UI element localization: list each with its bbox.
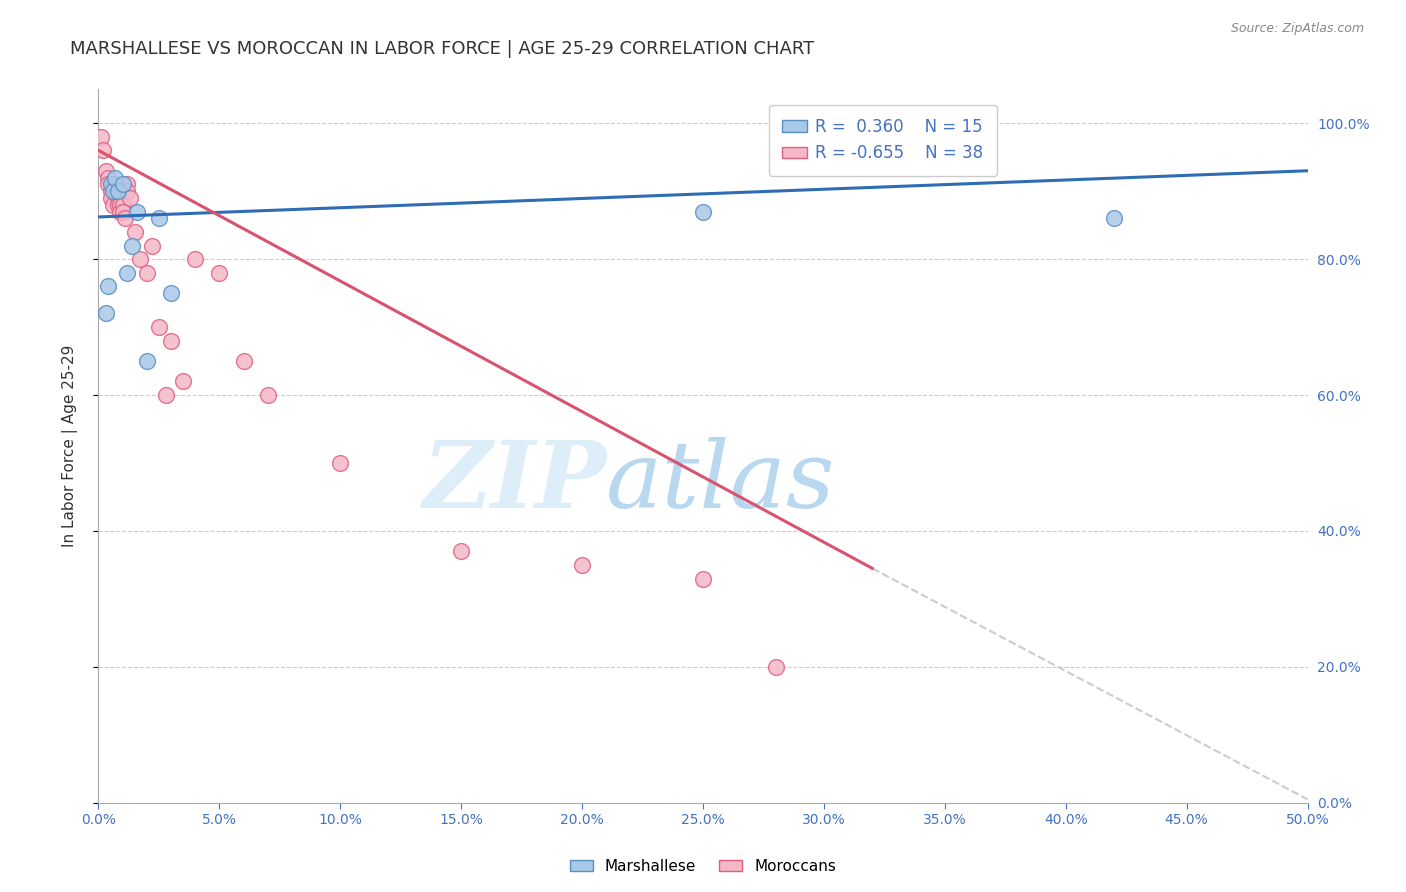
Legend: Marshallese, Moroccans: Marshallese, Moroccans <box>564 853 842 880</box>
Point <box>127 204 149 219</box>
Point <box>108 198 131 212</box>
Point <box>160 334 183 348</box>
Point <box>160 286 183 301</box>
Point <box>107 191 129 205</box>
Point <box>232 354 254 368</box>
Point <box>97 279 120 293</box>
Point <box>124 225 146 239</box>
Point <box>100 184 122 198</box>
Point <box>101 184 124 198</box>
Point <box>94 306 117 320</box>
Point <box>91 144 114 158</box>
Point <box>118 191 141 205</box>
Point <box>256 388 278 402</box>
Point <box>94 163 117 178</box>
Point <box>117 178 139 192</box>
Point <box>104 178 127 192</box>
Point <box>117 184 139 198</box>
Point <box>135 354 157 368</box>
Legend: R =  0.360    N = 15, R = -0.655    N = 38: R = 0.360 N = 15, R = -0.655 N = 38 <box>769 104 997 176</box>
Point <box>101 198 124 212</box>
Point <box>104 184 127 198</box>
Y-axis label: In Labor Force | Age 25-29: In Labor Force | Age 25-29 <box>62 345 77 547</box>
Point <box>135 266 157 280</box>
Point <box>148 211 170 226</box>
Point <box>172 375 194 389</box>
Point <box>121 238 143 252</box>
Text: MARSHALLESE VS MOROCCAN IN LABOR FORCE | AGE 25-29 CORRELATION CHART: MARSHALLESE VS MOROCCAN IN LABOR FORCE |… <box>70 40 814 58</box>
Point <box>90 129 112 144</box>
Point <box>155 388 177 402</box>
Point <box>100 178 122 192</box>
Point <box>117 266 139 280</box>
Point <box>184 252 207 266</box>
Point <box>208 266 231 280</box>
Text: ZIP: ZIP <box>422 437 606 526</box>
Text: atlas: atlas <box>606 437 835 526</box>
Point <box>148 320 170 334</box>
Point <box>141 238 163 252</box>
Point <box>329 456 352 470</box>
Point <box>101 178 124 192</box>
Point <box>1102 211 1125 226</box>
Text: Source: ZipAtlas.com: Source: ZipAtlas.com <box>1230 22 1364 36</box>
Point <box>128 252 150 266</box>
Point <box>765 660 787 674</box>
Point <box>107 184 129 198</box>
Point <box>114 211 136 226</box>
Point <box>97 178 120 192</box>
Point <box>97 170 120 185</box>
Point <box>692 572 714 586</box>
Point <box>692 204 714 219</box>
Point <box>111 178 134 192</box>
Point <box>111 198 134 212</box>
Point <box>107 198 129 212</box>
Point <box>108 204 131 219</box>
Point <box>100 191 122 205</box>
Point <box>571 558 593 572</box>
Point <box>104 170 127 185</box>
Point <box>450 544 472 558</box>
Point <box>111 204 134 219</box>
